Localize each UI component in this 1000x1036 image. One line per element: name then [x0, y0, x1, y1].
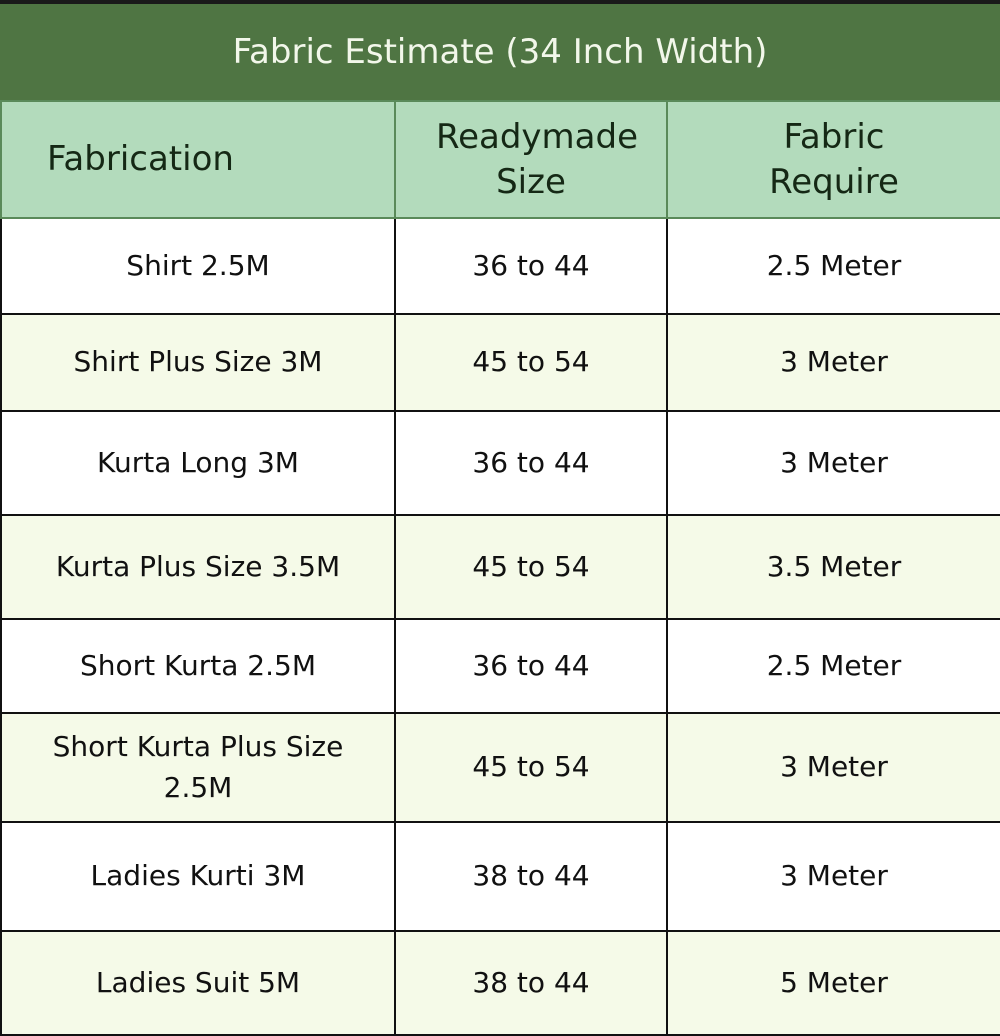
- cell-fabrication: Kurta Long 3M: [0, 410, 396, 516]
- table-row: Short Kurta 2.5M 36 to 44 2.5 Meter: [0, 618, 1000, 714]
- cell-fabric-require: 3 Meter: [666, 712, 1000, 823]
- cell-fabrication: Ladies Suit 5M: [0, 930, 396, 1036]
- cell-readymade-size: 38 to 44: [394, 930, 668, 1036]
- cell-readymade-size: 45 to 54: [394, 712, 668, 823]
- cell-readymade-size: 45 to 54: [394, 313, 668, 412]
- column-header-readymade-size: Readymade Size: [394, 100, 668, 219]
- cell-fabrication: Kurta Plus Size 3.5M: [0, 514, 396, 620]
- cell-fabric-require: 3 Meter: [666, 410, 1000, 516]
- cell-readymade-size: 36 to 44: [394, 410, 668, 516]
- cell-readymade-size: 38 to 44: [394, 821, 668, 932]
- cell-readymade-size: 36 to 44: [394, 618, 668, 714]
- table-row: Kurta Plus Size 3.5M 45 to 54 3.5 Meter: [0, 514, 1000, 620]
- cell-fabric-require: 3.5 Meter: [666, 514, 1000, 620]
- table-row: Short Kurta Plus Size 2.5M 45 to 54 3 Mete…: [0, 712, 1000, 823]
- cell-fabrication: Shirt Plus Size 3M: [0, 313, 396, 412]
- cell-readymade-size: 45 to 54: [394, 514, 668, 620]
- table-title: Fabric Estimate (34 Inch Width): [0, 0, 1000, 100]
- table-row: Ladies Suit 5M 38 to 44 5 Meter: [0, 930, 1000, 1036]
- column-header-fabric-require: Fabric Require: [666, 100, 1000, 219]
- cell-fabrication: Ladies Kurti 3M: [0, 821, 396, 932]
- cell-fabric-require: 3 Meter: [666, 313, 1000, 412]
- cell-fabric-require: 2.5 Meter: [666, 618, 1000, 714]
- cell-fabrication: Short Kurta Plus Size 2.5M: [0, 712, 396, 823]
- cell-fabric-require: 2.5 Meter: [666, 217, 1000, 315]
- cell-fabric-require: 3 Meter: [666, 821, 1000, 932]
- table-row: Kurta Long 3M 36 to 44 3 Meter: [0, 410, 1000, 516]
- cell-fabrication: Short Kurta 2.5M: [0, 618, 396, 714]
- table-row: Shirt 2.5M 36 to 44 2.5 Meter: [0, 217, 1000, 315]
- table-row: Ladies Kurti 3M 38 to 44 3 Meter: [0, 821, 1000, 932]
- header-row: Fabrication Readymade Size Fabric Requir…: [0, 100, 1000, 219]
- cell-fabric-require: 5 Meter: [666, 930, 1000, 1036]
- cell-fabrication: Shirt 2.5M: [0, 217, 396, 315]
- column-header-fabrication: Fabrication: [0, 100, 396, 219]
- fabric-estimate-table: Fabrication Readymade Size Fabric Requir…: [0, 100, 1000, 1036]
- cell-readymade-size: 36 to 44: [394, 217, 668, 315]
- table-row: Shirt Plus Size 3M 45 to 54 3 Meter: [0, 313, 1000, 412]
